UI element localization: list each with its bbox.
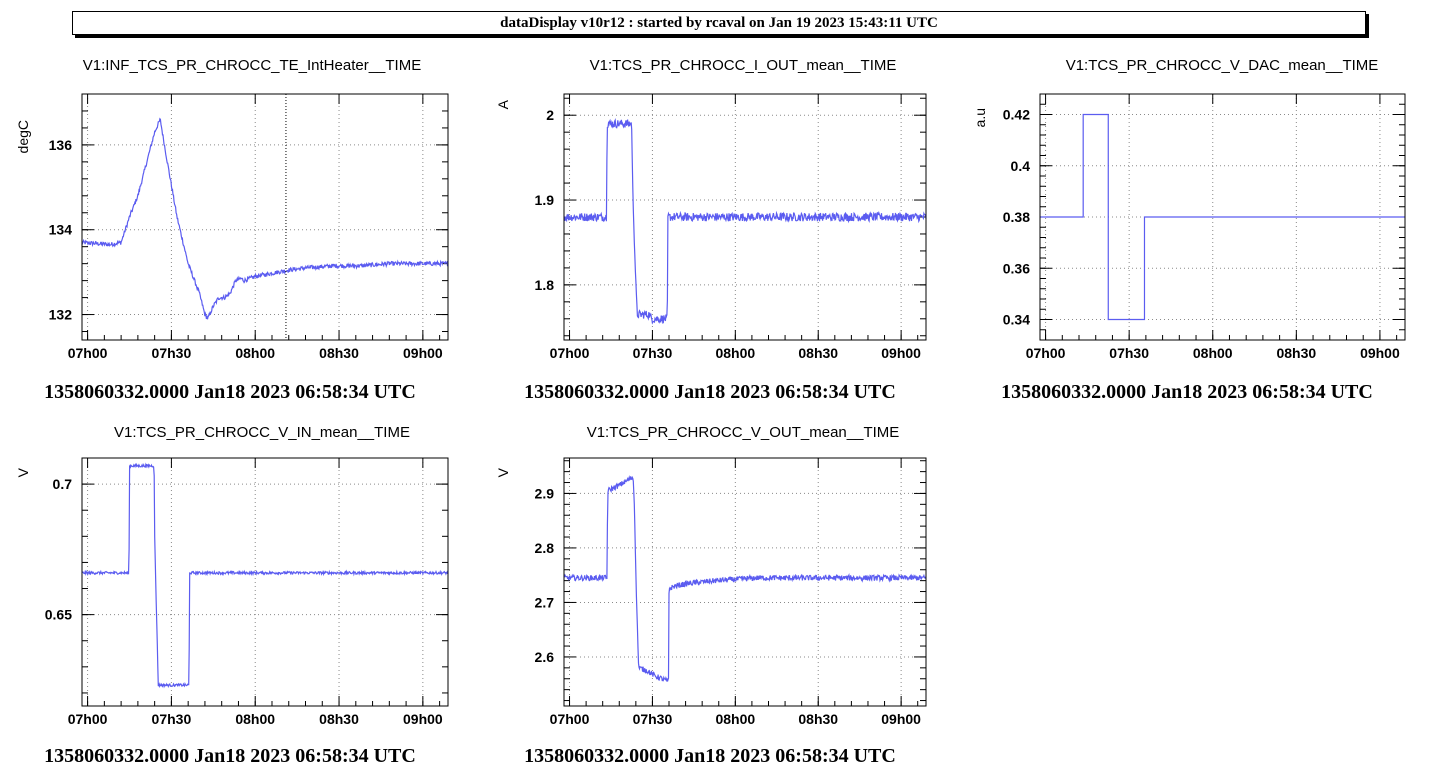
y-tick-label: 136 — [49, 137, 73, 153]
y-tick-label: 1.8 — [535, 277, 555, 293]
chart-title: V1:TCS_PR_CHROCC_V_IN_mean__TIME — [114, 424, 410, 441]
x-tick-label: 09h00 — [403, 711, 443, 727]
x-tick-label: 07h30 — [152, 345, 192, 361]
plot-frame — [1039, 93, 1406, 341]
series-line — [81, 462, 449, 689]
plot-frame — [563, 93, 927, 341]
window-title-bar: dataDisplay v10r12 : started by rcaval o… — [72, 11, 1366, 35]
series-line — [1040, 113, 1405, 321]
chart-title: V1:INF_TCS_PR_CHROCC_TE_IntHeater__TIME — [83, 57, 421, 74]
plot-frame — [81, 457, 449, 707]
chart-panel-5: V1:TCS_PR_CHROCC_V_OUT_mean__TIME V 07h00 0… — [495, 424, 927, 767]
y-tick-label: 0.7 — [53, 476, 73, 492]
timestamp-footer: 1358060332.0000 Jan18 2023 06:58:34 UTC — [44, 745, 416, 767]
x-tick-label: 07h00 — [68, 711, 108, 727]
y-tick-label: 2.8 — [535, 540, 555, 556]
x-tick-label: 08h30 — [319, 345, 359, 361]
chart-panel-1: V1:INF_TCS_PR_CHROCC_TE_IntHeater__TIMEd… — [15, 57, 449, 403]
x-tick-label: 07h00 — [68, 345, 108, 361]
x-tick-label: 08h30 — [798, 711, 838, 727]
chart-title: V1:TCS_PR_CHROCC_V_DAC_mean__TIME — [1066, 57, 1379, 74]
y-tick-label: 2.9 — [535, 485, 555, 501]
y-tick-label: 0.36 — [1003, 260, 1030, 276]
y-tick-label: 0.4 — [1011, 158, 1031, 174]
series-line — [563, 118, 927, 325]
x-tick-label: 07h30 — [1109, 345, 1149, 361]
x-tick-label: 07h30 — [152, 711, 192, 727]
y-axis-label: V — [495, 467, 511, 477]
y-tick-label: 134 — [49, 222, 73, 238]
chart-panel-4: V1:TCS_PR_CHROCC_V_IN_mean__TIME V 07h00 07… — [15, 424, 449, 767]
window-title: dataDisplay v10r12 : started by rcaval o… — [500, 15, 938, 31]
x-tick-label: 09h00 — [881, 345, 921, 361]
series-line — [563, 475, 927, 683]
chart-panel-2: V1:TCS_PR_CHROCC_I_OUT_mean__TIME A 07h00 0… — [495, 57, 927, 403]
x-tick-label: 08h00 — [715, 345, 755, 361]
x-tick-label: 08h30 — [1276, 345, 1316, 361]
x-tick-label: 09h00 — [1360, 345, 1400, 361]
x-tick-label: 08h00 — [235, 345, 275, 361]
y-tick-label: 2 — [546, 107, 554, 123]
x-tick-label: 07h30 — [633, 345, 673, 361]
timestamp-footer: 1358060332.0000 Jan18 2023 06:58:34 UTC — [44, 381, 416, 403]
timestamp-footer: 1358060332.0000 Jan18 2023 06:58:34 UTC — [524, 381, 896, 403]
x-tick-label: 07h00 — [550, 711, 590, 727]
timestamp-footer: 1358060332.0000 Jan18 2023 06:58:34 UTC — [524, 745, 896, 767]
y-tick-label: 0.34 — [1003, 312, 1030, 328]
y-axis-label: degC — [15, 120, 31, 153]
x-tick-label: 07h00 — [1026, 345, 1066, 361]
y-tick-label: 132 — [49, 307, 73, 323]
chart-title: V1:TCS_PR_CHROCC_I_OUT_mean__TIME — [590, 57, 897, 74]
x-tick-label: 07h30 — [633, 711, 673, 727]
chart-title: V1:TCS_PR_CHROCC_V_OUT_mean__TIME — [587, 424, 900, 441]
chart-panel-3: V1:TCS_PR_CHROCC_V_DAC_mean__TIME a.u 07h0… — [972, 57, 1406, 403]
timestamp-footer: 1358060332.0000 Jan18 2023 06:58:34 UTC — [1001, 381, 1373, 403]
y-tick-label: 1.9 — [535, 192, 555, 208]
x-tick-label: 08h00 — [235, 711, 275, 727]
y-axis-label: V — [15, 467, 31, 477]
series-line — [81, 117, 449, 320]
y-tick-label: 0.65 — [45, 607, 72, 623]
x-tick-label: 08h00 — [715, 711, 755, 727]
x-tick-label: 09h00 — [403, 345, 443, 361]
x-tick-label: 08h30 — [319, 711, 359, 727]
x-tick-label: 09h00 — [881, 711, 921, 727]
plot-frame — [563, 457, 927, 707]
y-tick-label: 2.6 — [535, 649, 555, 665]
x-tick-label: 07h00 — [550, 345, 590, 361]
x-tick-label: 08h30 — [798, 345, 838, 361]
y-axis-label: a.u — [972, 108, 988, 127]
y-axis-label: A — [495, 99, 511, 109]
y-tick-label: 2.7 — [535, 594, 555, 610]
y-tick-label: 0.42 — [1003, 107, 1030, 123]
x-tick-label: 08h00 — [1193, 345, 1233, 361]
y-tick-label: 0.38 — [1003, 209, 1030, 225]
plot-frame — [81, 93, 449, 341]
